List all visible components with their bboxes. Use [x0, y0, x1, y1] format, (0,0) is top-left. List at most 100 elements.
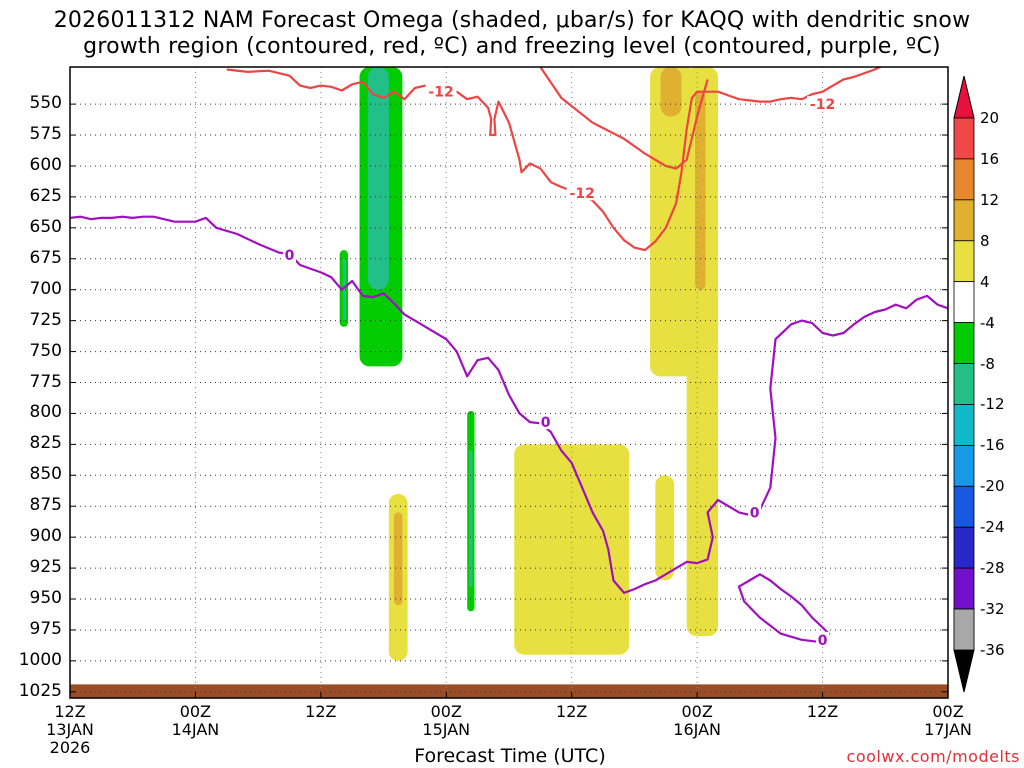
x-tick-label-84: 00Z 17JAN — [913, 703, 983, 739]
contour-label-bg-5 — [748, 504, 762, 520]
colorbar-label-6: -8 — [980, 354, 995, 373]
colorbar-segment-9 — [953, 485, 975, 528]
contour-label-bg-0 — [425, 83, 457, 99]
colorbar-top-arrow — [953, 75, 975, 119]
y-tick-label-1025: 1025 — [18, 680, 62, 701]
colorbar-segment-0 — [953, 117, 975, 160]
y-tick-label-850: 850 — [29, 464, 62, 485]
colorbar-label-1: 16 — [980, 149, 1000, 168]
colorbar-label-4: 4 — [980, 272, 990, 291]
colorbar-segment-2 — [953, 199, 975, 242]
colorbar-label-8: -16 — [980, 436, 1005, 455]
x-axis-title: Forecast Time (UTC) — [414, 745, 606, 767]
y-tick-label-950: 950 — [29, 588, 62, 609]
x-tick-label-12: 00Z 14JAN — [160, 703, 230, 739]
x-tick-label-line: 15JAN — [422, 720, 471, 739]
omega-region-11 — [394, 512, 403, 606]
contour-freezing_level_0C_closed — [737, 573, 830, 644]
omega-region-9 — [695, 91, 706, 290]
contour-dgz_minus12C_a — [226, 67, 883, 252]
colorbar-segment-4 — [953, 281, 975, 324]
colorbar-label-12: -32 — [980, 600, 1005, 619]
contour-label-bg-4 — [539, 414, 553, 430]
x-tick-label-line: 00Z — [932, 702, 964, 721]
colorbar-label-3: 8 — [980, 231, 990, 250]
x-tick-label-line: 12Z — [806, 702, 839, 721]
y-tick-label-825: 825 — [29, 433, 62, 454]
contour-label-0: -12 — [428, 85, 453, 101]
omega-region-12 — [514, 444, 630, 655]
x-tick-label-72: 12Z — [788, 703, 858, 721]
x-tick-label-line: 17JAN — [924, 720, 972, 739]
contour-label-2: -12 — [810, 97, 835, 113]
chart-title-line-2: growth region (contoured, red, ºC) and f… — [83, 34, 941, 59]
omega-region-8 — [660, 67, 682, 117]
contour-label-bg-2 — [807, 96, 839, 112]
contour-freezing_level_0C — [70, 215, 948, 594]
colorbar-bottom-arrow — [953, 649, 975, 693]
plot-frame — [69, 66, 949, 699]
x-tick-label-60: 00Z 16JAN — [662, 703, 732, 739]
y-tick-label-550: 550 — [29, 93, 62, 114]
colorbar-label-0: 20 — [980, 109, 1000, 127]
terrain-strip — [70, 684, 948, 698]
colorbar-label-2: 12 — [980, 190, 1000, 209]
y-tick-label-800: 800 — [29, 402, 62, 423]
colorbar-segment-6 — [953, 363, 975, 405]
omega-region-7 — [686, 67, 719, 637]
colorbar-label-11: -28 — [980, 559, 1005, 578]
colorbar-segment-5 — [953, 322, 975, 364]
y-tick-label-575: 575 — [29, 124, 62, 145]
colorbar-label-10: -24 — [980, 518, 1005, 537]
x-tick-label-line: 00Z — [430, 702, 462, 721]
y-tick-label-975: 975 — [29, 618, 62, 639]
source-credit[interactable]: coolwx.com/modelts — [846, 747, 1020, 766]
y-tick-label-925: 925 — [29, 557, 62, 578]
y-tick-label-900: 900 — [29, 526, 62, 547]
y-tick-label-700: 700 — [29, 278, 62, 299]
x-tick-label-line: 16JAN — [673, 720, 721, 739]
colorbar-segment-8 — [953, 444, 975, 487]
omega-region-1 — [367, 67, 389, 290]
x-tick-label-line: 00Z — [179, 702, 212, 721]
colorbar-segment-1 — [953, 158, 975, 201]
y-tick-label-675: 675 — [29, 247, 62, 268]
x-tick-label-line: 2026 — [49, 738, 91, 757]
colorbar-segment-10 — [953, 526, 975, 569]
omega-region-5 — [469, 450, 473, 587]
y-tick-label-875: 875 — [29, 495, 62, 516]
y-tick-label-750: 750 — [29, 340, 62, 361]
contour-label-1: -12 — [570, 186, 595, 202]
contour-label-4: 0 — [541, 415, 551, 431]
y-tick-label-725: 725 — [29, 309, 62, 330]
colorbar-segment-grey — [953, 608, 975, 651]
x-tick-label-48: 12Z — [537, 703, 607, 721]
colorbar-label-5: -4 — [980, 313, 995, 332]
omega-region-3 — [342, 258, 346, 321]
x-tick-label-24: 12Z — [286, 703, 356, 721]
contour-label-3: 0 — [285, 248, 295, 264]
x-tick-label-0: 12Z 13JAN 2026 — [35, 703, 105, 757]
chart-title-line-1: 2026011312 NAM Forecast Omega (shaded, μ… — [53, 8, 971, 33]
contour-label-6: 0 — [818, 633, 828, 649]
y-tick-label-1000: 1000 — [18, 649, 62, 670]
x-tick-label-line: 12Z — [54, 702, 86, 721]
x-tick-label-line: 13JAN — [46, 720, 94, 739]
omega-region-13 — [655, 475, 675, 581]
y-tick-label-625: 625 — [29, 185, 62, 206]
colorbar-label-7: -12 — [980, 395, 1005, 414]
x-tick-label-line: 00Z — [681, 702, 713, 721]
colorbar-segment-7 — [953, 404, 975, 446]
contour-label-bg-1 — [566, 185, 598, 201]
colorbar-segment-11 — [953, 567, 975, 610]
plot-area: -12 -12 -12 0 0 0 0 — [70, 67, 948, 698]
y-tick-label-775: 775 — [29, 371, 62, 392]
colorbar-segment-3 — [953, 240, 975, 283]
colorbar-label-13: -36 — [980, 641, 1005, 659]
x-tick-label-line: 14JAN — [171, 720, 220, 739]
contour-label-bg-3 — [283, 247, 296, 263]
colorbar-label-9: -20 — [980, 477, 1005, 496]
x-tick-label-line: 12Z — [305, 702, 337, 721]
y-tick-label-650: 650 — [29, 216, 62, 237]
